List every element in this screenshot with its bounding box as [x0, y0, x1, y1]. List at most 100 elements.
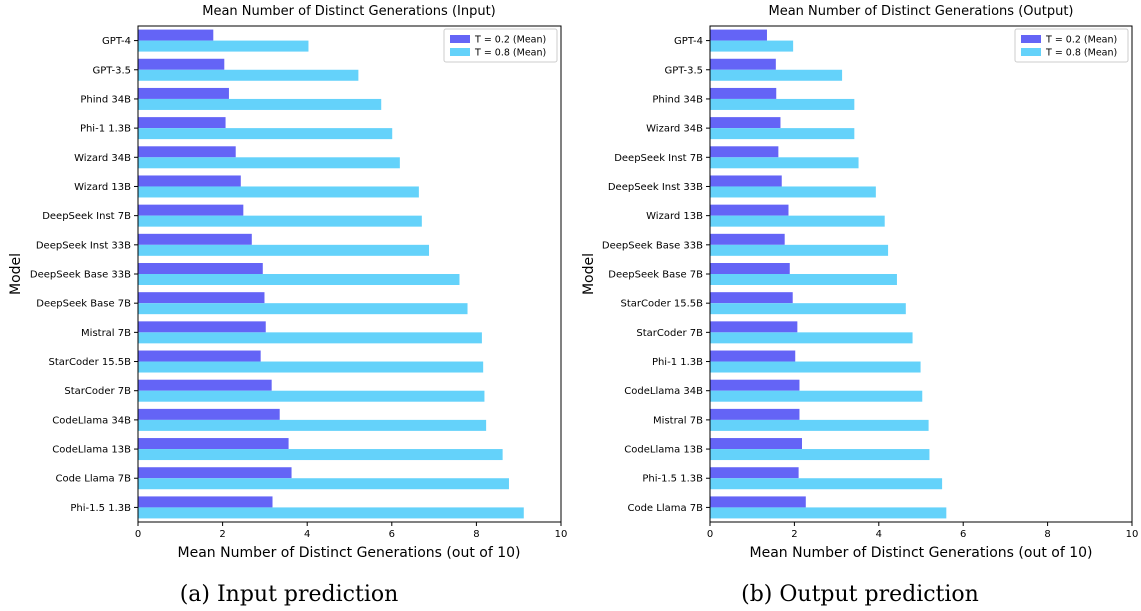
legend: T = 0.2 (Mean) T = 0.8 (Mean) — [443, 28, 558, 63]
bar-high — [138, 303, 468, 315]
y-tick-label: StarCoder 15.5B — [620, 299, 703, 310]
bar-low — [710, 408, 800, 420]
x-tick-label: 2 — [219, 529, 225, 540]
bar-high — [138, 98, 382, 110]
y-tick-label: StarCoder 15.5B — [48, 357, 131, 368]
x-tick-label: 0 — [135, 529, 141, 540]
y-tick-label: Wizard 34B — [646, 124, 703, 135]
bar-high — [710, 244, 889, 256]
x-axis-label: Mean Number of Distinct Generations (out… — [178, 545, 521, 561]
bar-high — [710, 69, 843, 81]
y-tick-label: Phi-1 1.3B — [80, 124, 131, 135]
bar-high — [138, 449, 503, 461]
bar-low — [710, 204, 789, 216]
legend-swatch — [1021, 48, 1041, 56]
y-tick-label: CodeLlama 13B — [52, 445, 131, 456]
x-tick-label: 4 — [304, 529, 310, 540]
bar-high — [710, 332, 913, 344]
plot-frame — [709, 25, 1133, 523]
y-tick-label: DeepSeek Base 33B — [602, 240, 703, 251]
legend-swatch — [450, 35, 470, 43]
bar-high — [138, 332, 482, 344]
x-tick-label: 4 — [876, 529, 882, 540]
bar-low — [138, 87, 229, 99]
bar-low — [138, 58, 225, 70]
bar-low — [138, 350, 261, 362]
bar-high — [710, 157, 859, 169]
y-axis-label: Model — [581, 253, 597, 295]
plot-frame — [137, 25, 562, 523]
y-tick-label: GPT-3.5 — [665, 65, 703, 76]
x-tick-label: 2 — [791, 529, 797, 540]
bar-high — [138, 507, 524, 519]
y-tick-label: Phi-1.5 1.3B — [70, 503, 131, 514]
y-tick-label: Phi-1.5 1.3B — [642, 474, 703, 485]
y-tick-label: DeepSeek Inst 7B — [614, 153, 703, 164]
y-tick-label: CodeLlama 34B — [624, 386, 703, 397]
bar-low — [710, 321, 798, 333]
chart-panel-1: Mean Number of Distinct Generations (Inp… — [8, 4, 567, 607]
y-tick-label: Code Llama 7B — [627, 503, 703, 514]
y-tick-label: GPT-4 — [674, 36, 703, 47]
bar-low — [710, 350, 796, 362]
x-axis-label: Mean Number of Distinct Generations (out… — [750, 545, 1093, 561]
bar-high — [710, 419, 929, 431]
bar-high — [710, 274, 897, 285]
bar-low — [138, 29, 214, 41]
bar-high — [710, 128, 855, 140]
legend-swatch — [1021, 35, 1041, 43]
bar-low — [138, 175, 241, 187]
bar-low — [138, 263, 263, 274]
bar-high — [138, 478, 509, 490]
y-tick-label: Phind 34B — [652, 94, 703, 105]
bar-high — [138, 215, 422, 227]
bar-low — [710, 292, 793, 304]
x-tick-label: 10 — [1126, 529, 1139, 540]
bar-low — [710, 467, 799, 479]
y-tick-label: Code Llama 7B — [55, 474, 131, 485]
y-tick-label: DeepSeek Base 33B — [30, 270, 131, 281]
bar-high — [138, 274, 460, 285]
y-tick-label: Phi-1 1.3B — [652, 357, 703, 368]
chart-panel-2: Mean Number of Distinct Generations (Out… — [581, 4, 1138, 607]
x-tick-label: 6 — [960, 529, 966, 540]
bar-low — [710, 87, 777, 99]
bar-low — [138, 321, 266, 333]
bar-high — [138, 40, 309, 52]
y-tick-label: DeepSeek Inst 33B — [608, 182, 703, 193]
bar-low — [138, 117, 226, 129]
x-tick-label: 10 — [555, 529, 568, 540]
bar-high — [138, 186, 419, 198]
x-tick-label: 6 — [389, 529, 395, 540]
y-tick-label: GPT-3.5 — [93, 65, 131, 76]
bar-low — [710, 496, 806, 508]
bar-high — [138, 361, 484, 373]
bar-low — [710, 379, 800, 391]
bar-low — [138, 292, 265, 304]
y-tick-label: CodeLlama 34B — [52, 415, 131, 426]
bar-high — [138, 419, 487, 431]
y-tick-label: Wizard 34B — [74, 153, 131, 164]
bar-low — [138, 408, 280, 420]
chart-title: Mean Number of Distinct Generations (Inp… — [202, 4, 496, 19]
bar-high — [138, 244, 430, 256]
bar-low — [710, 146, 779, 158]
bar-low — [710, 438, 802, 450]
bar-low — [138, 204, 244, 216]
x-tick-label: 8 — [1044, 529, 1050, 540]
figure-caption: (b) Output prediction — [741, 582, 979, 607]
bar-low — [138, 233, 252, 245]
y-tick-label: DeepSeek Inst 33B — [36, 240, 131, 251]
y-tick-label: DeepSeek Base 7B — [608, 270, 703, 281]
figure-caption: (a) Input prediction — [180, 582, 399, 607]
y-tick-label: StarCoder 7B — [636, 328, 703, 339]
y-tick-label: GPT-4 — [102, 36, 131, 47]
bar-high — [138, 157, 400, 169]
bar-high — [710, 361, 921, 373]
x-tick-label: 8 — [473, 529, 479, 540]
bar-high — [710, 507, 947, 519]
x-tick-label: 0 — [707, 529, 713, 540]
bar-low — [138, 467, 292, 479]
bar-high — [710, 303, 906, 315]
y-tick-label: Mistral 7B — [81, 328, 131, 339]
